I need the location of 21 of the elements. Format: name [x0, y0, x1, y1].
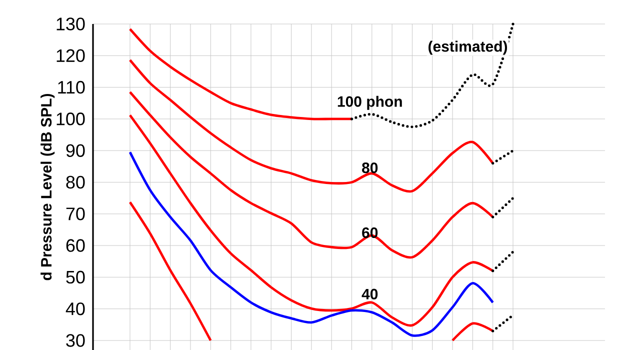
- y-tick-label: 40: [66, 302, 85, 316]
- series-label: 100 phon: [338, 96, 402, 110]
- y-tick-label: 110: [58, 80, 85, 94]
- y-tick-label: 90: [66, 144, 85, 157]
- y-tick-label: 30: [66, 334, 85, 347]
- series-label: 60: [362, 227, 378, 238]
- y-tick-label: 50: [66, 270, 85, 284]
- line-series: [128, 90, 494, 259]
- y-tick-label: 120: [56, 49, 85, 62]
- y-tick-label: 60: [66, 239, 85, 252]
- annotation: (estimated): [428, 40, 508, 55]
- line-series: [128, 114, 494, 327]
- y-axis-title: d Pressure Level (dB SPL): [40, 94, 55, 280]
- line-series: [128, 150, 494, 337]
- y-tick-label: 130: [56, 18, 85, 30]
- series-label: 40: [362, 288, 378, 300]
- series-label: 80: [362, 162, 378, 174]
- y-tick-label: 100: [56, 112, 85, 126]
- y-tick-label: 70: [66, 208, 85, 220]
- line-series: [128, 58, 494, 193]
- y-tick-label: 80: [66, 176, 85, 189]
